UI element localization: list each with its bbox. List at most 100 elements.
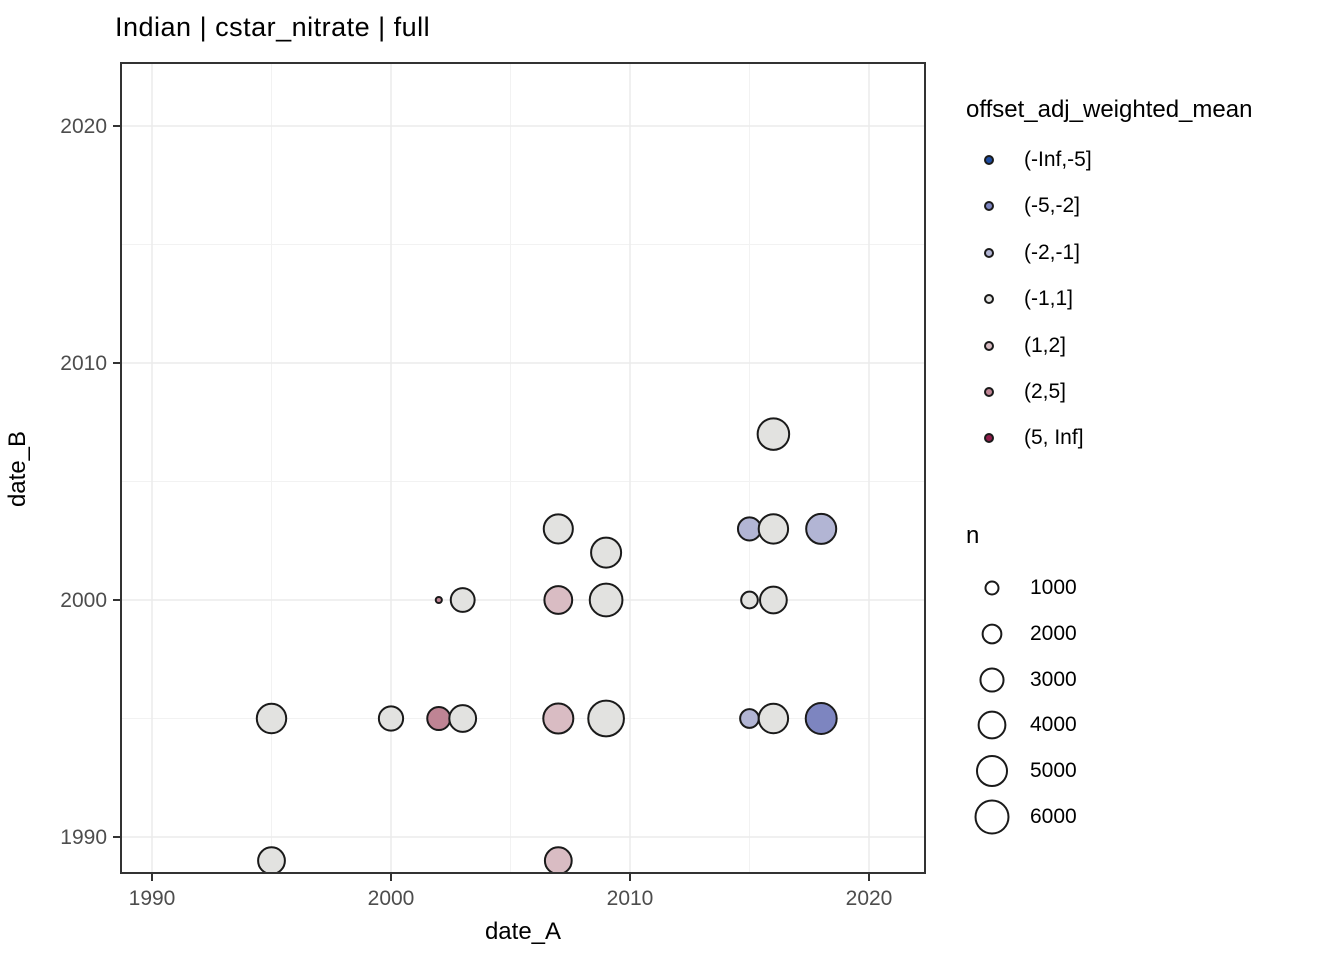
legend-entry-label: (-5,-2] — [1024, 194, 1081, 218]
color-legend-entry: (5, Inf] — [966, 415, 1084, 461]
y-tick-label: 2000 — [60, 589, 107, 612]
x-tick-mark — [629, 874, 631, 881]
legend-size-circle — [979, 667, 1005, 693]
legend-size-circle — [981, 623, 1003, 645]
legend-size-swatch-svg — [984, 580, 1000, 596]
x-tick-label: 2010 — [606, 887, 654, 910]
legend-entry-label: (1,2] — [1024, 333, 1067, 357]
legend-entry-label: 1000 — [1030, 576, 1077, 599]
legend-entry-label: 2000 — [1030, 621, 1077, 645]
data-point — [587, 699, 625, 738]
x-tick-label: 1990 — [128, 887, 176, 910]
legend-size-swatch-svg — [975, 755, 1009, 788]
legend-size-swatch-svg — [974, 799, 1010, 835]
legend-entry-label: (2,5] — [1024, 380, 1067, 403]
legend-size-swatch-svg — [981, 623, 1003, 645]
size-legend-entry: 4000 — [966, 702, 1077, 748]
legend-size-swatch-svg — [979, 667, 1005, 693]
data-point — [805, 512, 838, 545]
y-axis-title: date_B — [4, 430, 31, 508]
data-point — [257, 846, 286, 876]
legend-size-swatch — [972, 614, 1012, 654]
size-legend-entry: 5000 — [966, 748, 1077, 794]
color-legend-entry: (1,2] — [966, 323, 1066, 369]
data-point — [757, 702, 790, 735]
plot-panel — [120, 62, 926, 876]
data-point — [449, 587, 476, 613]
data-point — [543, 846, 573, 876]
y-tick-mark — [113, 125, 120, 127]
legend-size-swatch — [972, 751, 1012, 791]
legend-entry-label: (-1,1] — [1024, 287, 1074, 311]
data-point — [377, 705, 405, 732]
x-tick-mark — [868, 874, 870, 881]
legend-entry-label: 5000 — [1030, 759, 1077, 783]
data-point — [804, 702, 838, 735]
legend-size-circle — [977, 711, 1007, 740]
data-point — [740, 590, 759, 610]
size-legend-title: n — [966, 522, 980, 549]
data-point — [543, 585, 574, 615]
size-legend-entry: 6000 — [966, 794, 1077, 840]
y-tick-label: 2010 — [60, 352, 107, 375]
legend-size-circle — [984, 580, 1000, 596]
data-point — [426, 705, 452, 732]
legend-size-swatch-svg — [977, 711, 1007, 740]
data-point — [434, 595, 443, 605]
color-legend-entry: (-2,-1] — [966, 230, 1080, 276]
legend-size-swatch — [972, 660, 1012, 700]
y-tick-mark — [113, 362, 120, 364]
size-legend-entry: 2000 — [966, 611, 1077, 657]
y-tick-label: 2020 — [60, 115, 107, 138]
data-point — [448, 704, 478, 733]
data-point — [736, 516, 763, 542]
size-legend-entry: 1000 — [966, 565, 1077, 611]
x-axis-title: date_A — [484, 918, 562, 945]
legend-size-swatch — [972, 705, 1012, 745]
plot-panel-svg — [120, 62, 926, 876]
color-legend-entry: (2,5] — [966, 369, 1066, 415]
panel-border — [120, 62, 926, 874]
legend-entry-label: 4000 — [1030, 713, 1077, 737]
color-legend-entry: (-1,1] — [966, 276, 1073, 322]
legend-color-swatch-circle — [984, 433, 994, 444]
legend-color-swatch-circle — [984, 340, 994, 351]
data-point — [739, 708, 760, 729]
data-point — [588, 582, 624, 618]
data-point — [756, 417, 791, 451]
y-tick-mark — [113, 599, 120, 601]
legend-size-swatch — [972, 797, 1012, 837]
legend-size-circle — [974, 799, 1010, 835]
legend-entry-label: (-2,-1] — [1024, 240, 1081, 264]
x-tick-label: 2020 — [845, 887, 893, 910]
size-legend-entry: 3000 — [966, 657, 1077, 703]
chart-title: Indian | cstar_nitrate | full — [115, 12, 431, 42]
legend-color-swatch-circle — [984, 155, 994, 165]
legend-size-circle — [975, 755, 1009, 788]
legend-size-swatch — [972, 568, 1012, 608]
legend-entry-label: (-Inf,-5] — [1024, 148, 1092, 171]
legend-color-swatch-circle — [984, 294, 994, 305]
legend-entry-label: (5, Inf] — [1024, 426, 1084, 450]
data-point — [590, 536, 623, 569]
x-tick-mark — [151, 874, 153, 881]
x-tick-label: 2000 — [367, 887, 415, 910]
color-legend-title: offset_adj_weighted_mean — [966, 96, 1253, 123]
legend-entry-label: 6000 — [1030, 805, 1077, 828]
color-legend-entry: (-Inf,-5] — [966, 137, 1092, 183]
legend-color-swatch-circle — [984, 387, 994, 397]
size-legend: n 1000 2000 3000 4000 5000 6000 — [966, 522, 1336, 852]
data-point — [542, 513, 574, 545]
data-point — [542, 702, 575, 735]
y-tick-label: 1990 — [60, 826, 107, 849]
legend-color-swatch-circle — [984, 247, 994, 258]
x-tick-mark — [390, 874, 392, 881]
data-point — [759, 585, 788, 615]
color-legend: offset_adj_weighted_mean (-Inf,-5] (-5,-2… — [966, 96, 1336, 486]
data-point — [757, 513, 790, 545]
color-legend-entry: (-5,-2] — [966, 183, 1080, 229]
legend-color-swatch-circle — [984, 201, 994, 212]
y-tick-mark — [113, 836, 120, 838]
legend-entry-label: 3000 — [1030, 667, 1077, 691]
